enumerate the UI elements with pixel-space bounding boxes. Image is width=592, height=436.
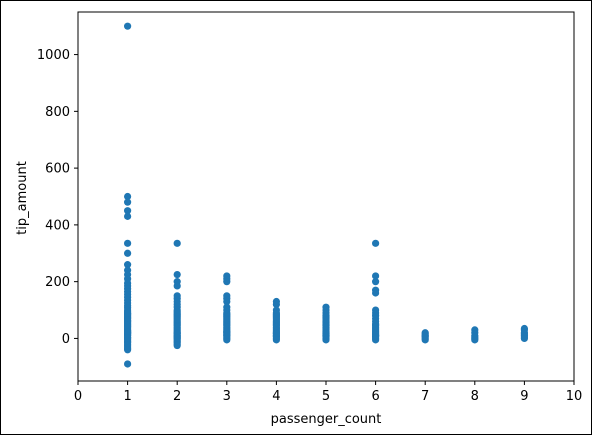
x-tick-label: 7 [421,389,429,404]
data-point [124,249,132,257]
data-point [124,333,132,342]
points-layer [124,22,529,368]
data-point [124,346,132,354]
y-tick-label: 0 [62,332,70,347]
data-point [173,270,181,279]
y-axis-label: tip_amount [15,161,30,235]
data-point [124,22,132,30]
data-point [372,278,380,286]
data-point [272,329,280,337]
x-tick-label: 6 [371,389,379,404]
x-tick-label: 0 [74,389,82,404]
data-point [124,309,132,318]
data-point [124,322,132,331]
x-tick-label: 3 [223,389,231,404]
y-tick-label: 200 [45,275,70,290]
x-axis-label: passenger_count [271,412,382,427]
data-point [124,207,132,215]
data-point [223,297,231,306]
data-point [223,278,231,286]
data-point [124,239,132,247]
data-point [124,360,132,368]
data-point [173,282,181,290]
data-point [372,331,380,339]
x-tick-label: 2 [173,389,181,404]
data-point [173,341,181,350]
data-point [124,198,132,206]
data-point [124,192,132,201]
data-point [223,328,231,336]
data-point [173,334,181,342]
x-tick-label: 10 [566,389,583,404]
data-point [173,239,181,247]
data-point [421,332,429,340]
x-tick-label: 9 [520,389,528,404]
x-tick-label: 4 [272,389,280,404]
data-point [471,336,479,344]
data-point [124,328,132,336]
data-point [124,212,132,220]
x-tick-label: 5 [322,389,330,404]
y-tick-label: 1000 [37,48,70,63]
y-tick-label: 400 [45,218,70,233]
data-point [322,329,330,337]
data-point [272,300,280,308]
data-point [124,261,132,269]
y-tick-label: 800 [45,105,70,120]
data-point [520,334,529,343]
data-point [372,272,380,280]
data-point [372,239,380,247]
y-tick-label: 600 [45,162,70,177]
data-point [372,289,380,297]
x-tick-label: 8 [471,389,479,404]
axes-layer: 0 1 2 3 4 5 6 7 8 9 10 0 200 400 600 800 1000 [37,11,583,404]
x-tick-label: 1 [123,389,131,404]
